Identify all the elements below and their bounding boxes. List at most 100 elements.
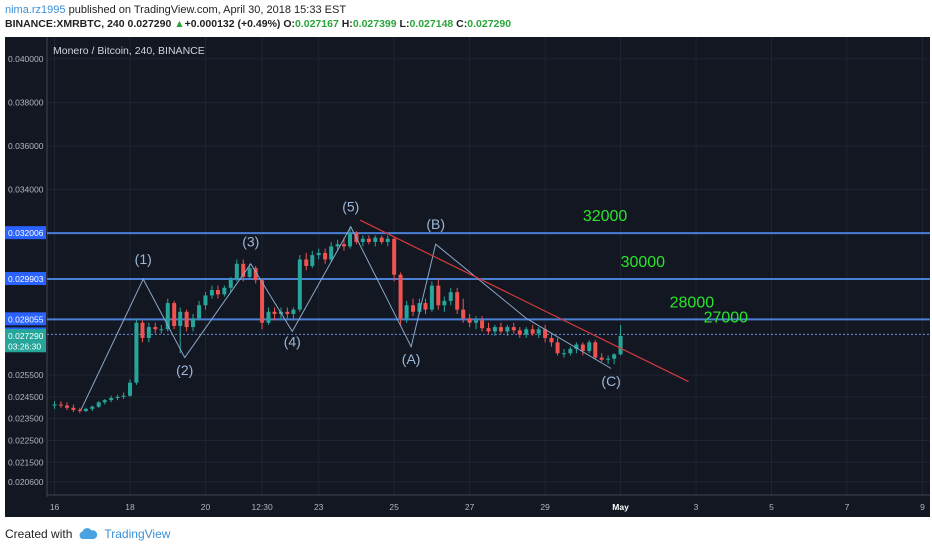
candle-body xyxy=(241,263,246,277)
candle-body xyxy=(102,400,107,403)
up-triangle-icon: ▲ xyxy=(174,18,185,30)
chart-background xyxy=(5,37,930,517)
candle-body xyxy=(52,404,57,406)
close-label: C: xyxy=(456,18,468,30)
price-tag-label: 03:26:30 xyxy=(8,341,41,351)
symbol-label: BINANCE:XMRBTC, 240 xyxy=(5,18,125,30)
candle-body xyxy=(417,303,422,312)
candle-body xyxy=(474,320,479,323)
author-link[interactable]: nima.rz1995 xyxy=(5,4,66,16)
y-tick-label: 0.023500 xyxy=(8,414,44,424)
candle-body xyxy=(209,289,214,296)
candle-body xyxy=(467,318,472,323)
candle-body xyxy=(329,246,334,260)
x-tick-label: 16 xyxy=(50,502,60,512)
candle-body xyxy=(517,330,522,335)
candle-body xyxy=(366,238,371,243)
candle-body xyxy=(543,329,548,338)
created-with-text: Created with xyxy=(5,527,73,541)
candle-body xyxy=(568,348,573,354)
chart-area[interactable]: 0.040000 0.038000 0.036000 0.034000 0.025500… xyxy=(5,37,930,517)
candle-body xyxy=(234,263,239,280)
candle-body xyxy=(580,344,585,352)
candle-body xyxy=(115,396,120,398)
candle-body xyxy=(64,405,69,408)
last-price: 0.027290 xyxy=(127,18,172,30)
footer: Created with TradingView xyxy=(5,527,170,541)
price-tag-box xyxy=(5,272,46,286)
candle-body xyxy=(442,300,447,306)
candle-body xyxy=(561,353,566,355)
candle-body xyxy=(511,327,516,331)
chart-title: Monero / Bitcoin, 240, BINANCE xyxy=(53,45,205,57)
level-label: 32000 xyxy=(583,208,628,225)
candle-body xyxy=(398,274,403,319)
x-tick-label: 20 xyxy=(201,502,211,512)
candle-body xyxy=(498,327,503,332)
x-tick-label: 23 xyxy=(314,502,324,512)
candle-body xyxy=(109,397,114,401)
x-tick-label: 9 xyxy=(920,502,925,512)
candle-body xyxy=(486,328,491,332)
candle-body xyxy=(335,244,340,247)
candle-body xyxy=(77,409,82,412)
x-tick-label: 7 xyxy=(845,502,850,512)
elliott-wave-line xyxy=(80,225,612,411)
price-tag-box xyxy=(5,329,46,343)
candle-body xyxy=(222,287,227,295)
wave-label: (1) xyxy=(135,251,152,267)
candle-body xyxy=(373,237,378,243)
tradingview-cloud-icon xyxy=(79,528,98,539)
y-tick-label: 0.038000 xyxy=(8,97,44,107)
publish-line: nima.rz1995 published on TradingView.com… xyxy=(5,4,346,16)
candle-body xyxy=(505,327,510,332)
candle-body xyxy=(153,327,158,330)
candle-body xyxy=(128,382,133,396)
price-tag-label: 0.028055 xyxy=(8,314,44,324)
candle-body xyxy=(612,354,617,359)
y-tick-label: 0.021500 xyxy=(8,457,44,467)
candle-body xyxy=(134,322,139,383)
candle-body xyxy=(58,404,63,406)
candle-body xyxy=(253,268,258,281)
open-value: 0.027167 xyxy=(295,18,339,30)
candle-body xyxy=(146,327,151,338)
chart-svg[interactable]: 0.040000 0.038000 0.036000 0.034000 0.025500… xyxy=(5,37,930,517)
x-tick-label: 29 xyxy=(540,502,550,512)
y-tick-label: 0.034000 xyxy=(8,185,44,195)
candle-body xyxy=(71,407,76,410)
candle-body xyxy=(197,305,202,319)
candle-body xyxy=(392,238,397,275)
candle-body xyxy=(480,320,485,329)
candle-body xyxy=(228,279,233,288)
candle-body xyxy=(524,329,529,335)
x-tick-label: 12:30 xyxy=(251,502,273,512)
price-tag-box xyxy=(5,312,46,326)
candle-body xyxy=(260,280,265,323)
close-value: 0.027290 xyxy=(467,18,512,30)
candle-body xyxy=(341,244,346,247)
y-tick-label: 0.036000 xyxy=(8,141,44,151)
tradingview-link[interactable]: TradingView xyxy=(104,527,171,541)
candle-body xyxy=(455,292,460,310)
candle-body xyxy=(316,252,321,256)
x-tick-label: 3 xyxy=(694,502,699,512)
candle-body xyxy=(587,342,592,352)
candle-body xyxy=(379,237,384,243)
candle-body xyxy=(555,342,560,354)
candle-body xyxy=(404,305,409,319)
candle-body xyxy=(536,329,541,334)
candle-body xyxy=(549,337,554,343)
price-tag-box xyxy=(5,339,46,353)
wave-label: (5) xyxy=(342,198,359,214)
candle-body xyxy=(272,311,277,314)
candle-body xyxy=(178,311,183,326)
candle-body xyxy=(593,342,598,358)
high-value: 0.027399 xyxy=(352,18,397,30)
candle-body xyxy=(172,303,177,326)
y-tick-label: 0.024500 xyxy=(8,392,44,402)
candle-body xyxy=(247,268,252,277)
wave-label: (2) xyxy=(176,362,193,378)
candle-body xyxy=(165,303,170,330)
y-tick-label: 0.022500 xyxy=(8,435,44,445)
